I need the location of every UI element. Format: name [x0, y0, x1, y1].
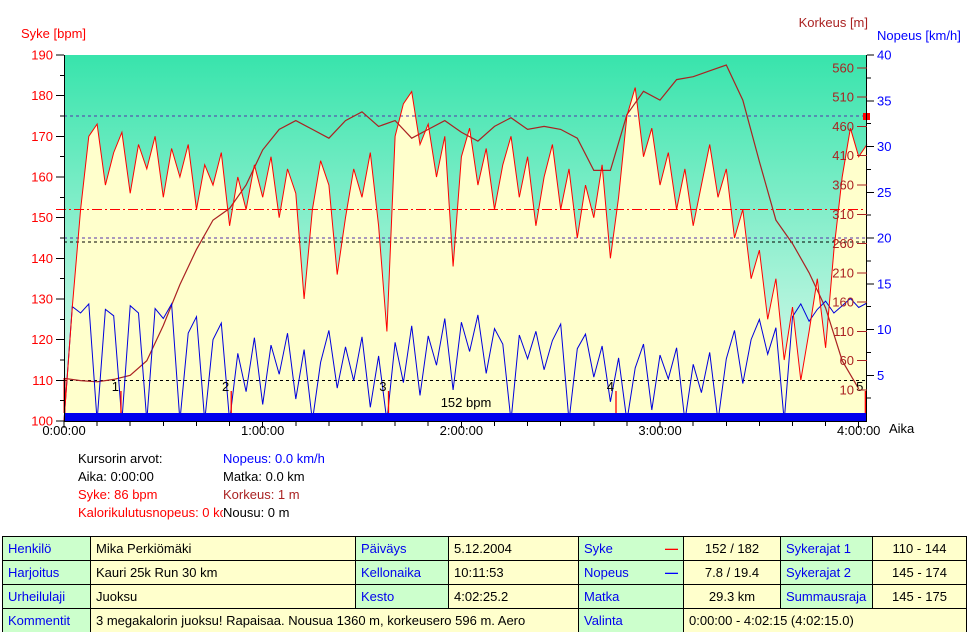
- korkeus-tick-label: 210: [832, 265, 854, 280]
- sykerajat2-label: Sykerajat 2: [780, 560, 873, 585]
- nopeus-legend-line-icon: —: [665, 565, 678, 580]
- syke-curve: [63, 87, 868, 422]
- syke-area-fill: [64, 87, 867, 421]
- korkeus-tick-label: 360: [832, 178, 854, 193]
- syke-legend-label: Syke —: [578, 536, 684, 561]
- matka-label: Matka: [578, 584, 684, 609]
- training-graph[interactable]: 1 2 3 4 519018017016015014013012011010056051…: [0, 0, 968, 450]
- nopeus-tick-label: 25: [877, 185, 891, 200]
- valinta-value[interactable]: 0:00:00 - 4:02:15 (4:02:15.0): [683, 608, 967, 632]
- syke-tick-label: 130: [31, 292, 53, 307]
- syke-tick-label: 180: [31, 88, 53, 103]
- syke-axis-title: Syke [bpm]: [21, 26, 87, 41]
- syke-legend-line-icon: —: [665, 541, 678, 556]
- sykerajat1-value[interactable]: 110 - 144: [872, 536, 967, 561]
- korkeus-tick-label: 460: [832, 119, 854, 134]
- korkeus-tick-label: 10: [840, 382, 854, 397]
- summausraja-value[interactable]: 145 - 175: [872, 584, 967, 609]
- paivays-value[interactable]: 5.12.2004: [448, 536, 579, 561]
- korkeus-tick-label: 60: [840, 353, 854, 368]
- cursor-kalorikulutusnopeus: Kalorikulutusnopeus: 0 kca: [78, 505, 226, 520]
- syke-tick-label: 140: [31, 251, 53, 266]
- nopeus-value[interactable]: 7.8 / 19.4: [683, 560, 781, 585]
- paivays-label: Päiväys: [355, 536, 449, 561]
- lap-marker-number: 2: [222, 379, 229, 394]
- lap-marker-number: 5: [856, 379, 863, 394]
- matka-value[interactable]: 29.3 km: [683, 584, 781, 609]
- harjoitus-label: Harjoitus: [2, 560, 91, 585]
- harjoitus-value[interactable]: Kauri 25k Run 30 km: [90, 560, 356, 585]
- time-tick-label: 3:00:00: [638, 423, 681, 438]
- nopeus-tick-label: 5: [877, 368, 884, 383]
- sykerajat1-label: Sykerajat 1: [780, 536, 873, 561]
- henkilo-label: Henkilö: [2, 536, 91, 561]
- kesto-value[interactable]: 4:02:25.2: [448, 584, 579, 609]
- cursor-nopeus: Nopeus: 0.0 km/h: [223, 451, 325, 466]
- syke-tick-label: 110: [32, 373, 53, 388]
- table-row: Harjoitus Kauri 25k Run 30 km Kellonaika…: [2, 560, 967, 585]
- korkeus-tick-label: 260: [832, 236, 854, 251]
- cursor-syke: Syke: 86 bpm: [78, 487, 158, 502]
- nopeus-tick-label: 20: [877, 231, 891, 246]
- kommentit-value[interactable]: 3 megakalorin juoksu! Rapaisaa. Nousua 1…: [90, 608, 579, 632]
- cursor-matka: Matka: 0.0 km: [223, 469, 305, 484]
- korkeus-tick-label: 310: [832, 207, 854, 222]
- cursor-values-title: Kursorin arvot:: [78, 451, 163, 466]
- nopeus-curve: [63, 297, 868, 422]
- korkeus-tick-label: 510: [832, 90, 854, 105]
- korkeus-curve: [63, 64, 860, 390]
- nopeus-tick-label: 30: [877, 139, 891, 154]
- lap-marker-number: 3: [379, 379, 386, 394]
- kellonaika-value[interactable]: 10:11:53: [448, 560, 579, 585]
- kommentit-label: Kommentit: [2, 608, 91, 632]
- syke-tick-label: 160: [31, 170, 53, 185]
- nopeus-tick-label: 10: [877, 322, 891, 337]
- nopeus-tick-label: 40: [877, 48, 891, 63]
- cursor-korkeus: Korkeus: 1 m: [223, 487, 300, 502]
- korkeus-tick-label: 110: [833, 324, 854, 339]
- average-hr-annotation: 152 bpm: [441, 395, 492, 410]
- table-row: Henkilö Mika Perkiömäki Päiväys 5.12.200…: [2, 536, 967, 561]
- korkeus-tick-label: 160: [832, 295, 854, 310]
- nopeus-legend-text: Nopeus: [584, 565, 629, 580]
- syke-value[interactable]: 152 / 182: [683, 536, 781, 561]
- time-tick-label: 0:00:00: [42, 423, 85, 438]
- henkilo-value[interactable]: Mika Perkiömäki: [90, 536, 356, 561]
- korkeus-tick-label: 410: [832, 148, 854, 163]
- cursor-nousu: Nousu: 0 m: [223, 505, 290, 520]
- time-tick-label: 2:00:00: [440, 423, 483, 438]
- nopeus-tick-label: 35: [877, 93, 891, 108]
- lap-marker-number: 1: [112, 379, 119, 394]
- table-row: Urheilulaji Juoksu Kesto 4:02:25.2 Matka…: [2, 584, 967, 609]
- korkeus-tick-label: 560: [832, 60, 854, 75]
- lap-marker-number: 4: [607, 379, 614, 394]
- sykerajat2-value[interactable]: 145 - 174: [872, 560, 967, 585]
- korkeus-axis-title: Korkeus [m]: [798, 15, 868, 30]
- syke-tick-label: 170: [31, 129, 53, 144]
- aika-axis-title: Aika: [889, 421, 915, 436]
- kellonaika-label: Kellonaika: [355, 560, 449, 585]
- summausraja-label: Summausraja: [780, 584, 873, 609]
- syke-tick-label: 190: [31, 48, 53, 63]
- syke-legend-text: Syke: [584, 541, 613, 556]
- nopeus-legend-label: Nopeus —: [578, 560, 684, 585]
- valinta-label: Valinta: [578, 608, 684, 632]
- selection-bar: [64, 413, 867, 421]
- urheilulaji-label: Urheilulaji: [2, 584, 91, 609]
- exercise-info-table: Henkilö Mika Perkiömäki Päiväys 5.12.200…: [2, 536, 967, 632]
- time-tick-label: 4:00:00: [837, 423, 880, 438]
- kesto-label: Kesto: [355, 584, 449, 609]
- syke-tick-label: 100: [31, 414, 53, 429]
- nopeus-axis-title: Nopeus [km/h]: [877, 28, 961, 43]
- syke-tick-label: 120: [31, 332, 53, 347]
- nopeus-tick-label: 15: [877, 276, 891, 291]
- cursor-aika: Aika: 0:00:00: [78, 469, 154, 484]
- syke-tick-label: 150: [31, 210, 53, 225]
- urheilulaji-value[interactable]: Juoksu: [90, 584, 356, 609]
- time-tick-label: 1:00:00: [241, 423, 284, 438]
- table-row: Kommentit 3 megakalorin juoksu! Rapaisaa…: [2, 608, 967, 632]
